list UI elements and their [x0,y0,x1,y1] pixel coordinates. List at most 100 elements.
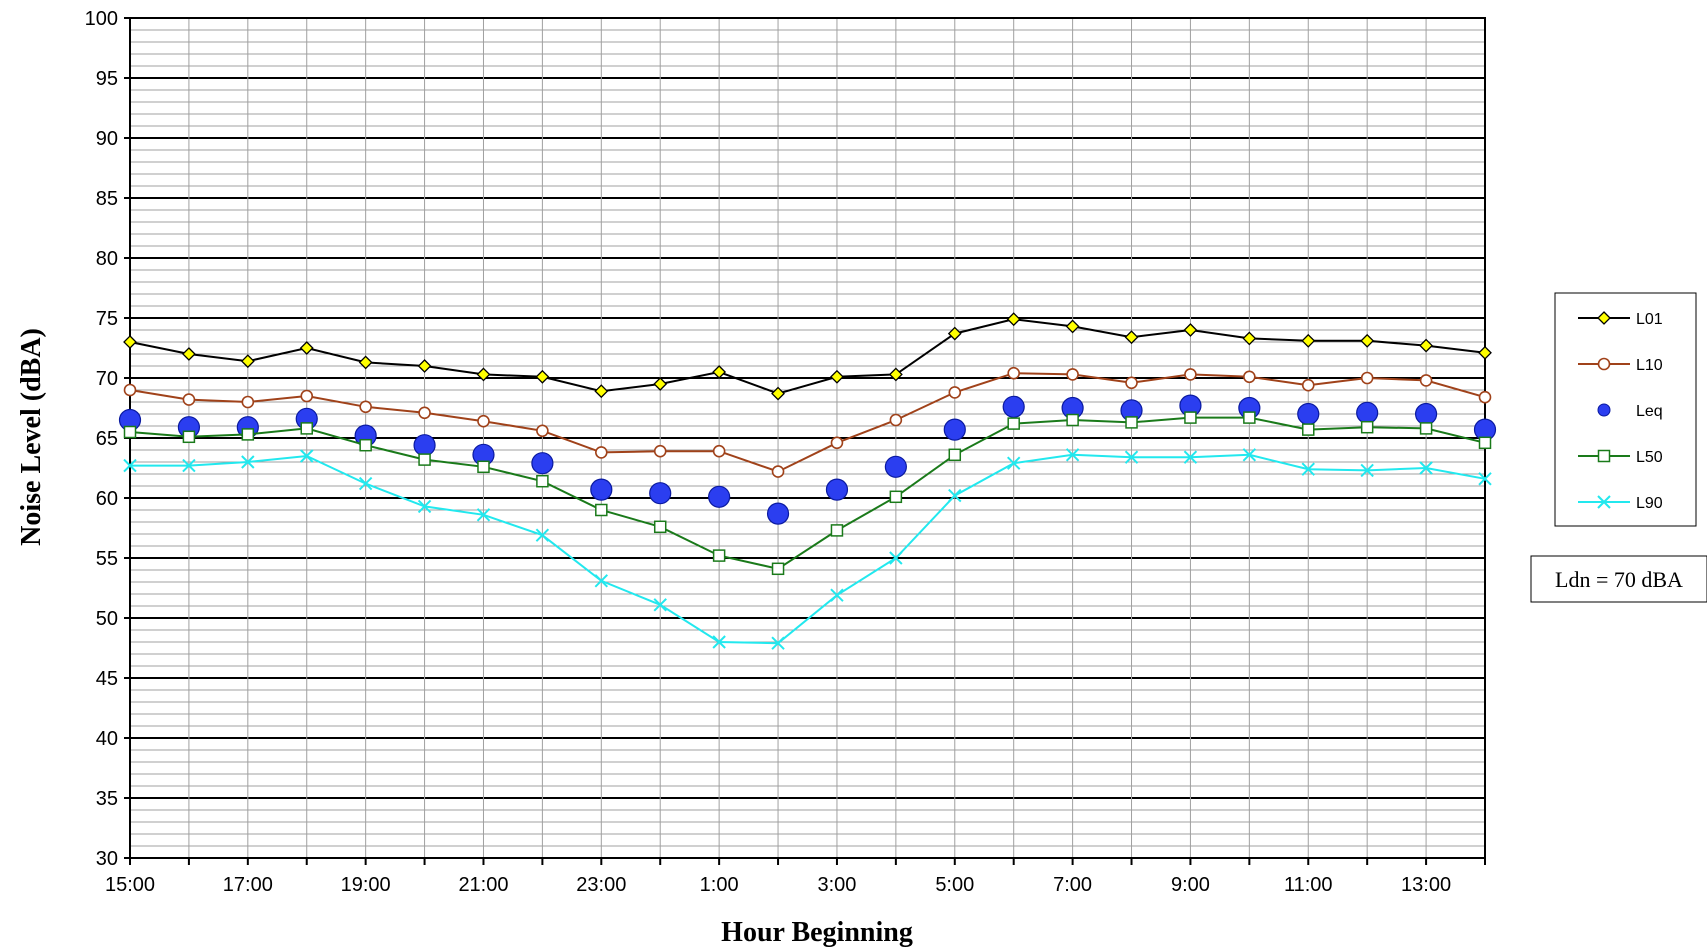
data-point-l10 [1421,375,1432,386]
series-line-l10 [130,373,1485,471]
y-tick-label: 85 [96,188,118,210]
data-point-l01 [242,355,254,367]
data-point-l01 [1302,335,1314,347]
data-point-l10 [125,385,136,396]
legend-box [1555,293,1696,526]
data-point-l50 [714,550,725,561]
x-tick-label: 23:00 [576,874,626,896]
data-point-l10 [419,407,430,418]
data-point-leq [414,435,435,456]
data-point-l10 [773,466,784,477]
y-tick-label: 95 [96,68,118,90]
x-tick-label: 3:00 [817,874,856,896]
data-point-l01 [1067,320,1079,332]
data-point-l10 [1185,369,1196,380]
series-l50 [125,412,1491,574]
data-point-l10 [1480,392,1491,403]
data-point-l10 [596,447,607,458]
ldn-label: Ldn = 70 dBA [1555,567,1683,592]
data-point-leq [1298,404,1319,425]
data-point-leq [768,503,789,524]
y-tick-label: 30 [96,848,118,870]
data-point-l50 [183,431,194,442]
legend-label-l50: L50 [1636,449,1663,466]
data-point-l01 [654,378,666,390]
data-point-l50 [1244,412,1255,423]
x-tick-label: 17:00 [223,874,273,896]
data-point-l01 [183,348,195,360]
y-tick-label: 40 [96,728,118,750]
data-point-l50 [1126,417,1137,428]
data-point-leq [591,479,612,500]
data-point-l50 [949,449,960,460]
data-point-l50 [831,525,842,536]
legend-label-l90: L90 [1636,495,1663,512]
y-tick-label: 60 [96,488,118,510]
legend-marker-l10 [1599,359,1610,370]
data-point-l01 [772,388,784,400]
data-point-l01 [536,371,548,383]
y-tick-label: 90 [96,128,118,150]
data-point-l01 [419,360,431,372]
x-tick-label: 1:00 [700,874,739,896]
data-point-l50 [890,491,901,502]
data-point-l01 [1184,324,1196,336]
y-tick-label: 65 [96,428,118,450]
data-point-l50 [478,461,489,472]
gridlines [130,18,1485,858]
data-point-leq [1357,402,1378,423]
data-point-l50 [1008,418,1019,429]
legend-marker-l50 [1599,451,1610,462]
data-point-l50 [596,505,607,516]
data-point-l10 [537,425,548,436]
series-l10 [125,368,1491,477]
x-tick-labels: 15:00 17:00 19:00 21:00 23:00 1:00 3:00 5:00 7:0… [105,874,1451,896]
data-point-l50 [1185,412,1196,423]
data-point-l50 [242,429,253,440]
x-tick-label: 13:00 [1401,874,1451,896]
y-tick-label: 100 [85,8,118,30]
data-point-l50 [360,440,371,451]
data-point-l10 [714,446,725,457]
data-point-l01 [713,366,725,378]
data-point-l10 [831,437,842,448]
data-point-l50 [1303,424,1314,435]
ldn-annotation: Ldn = 70 dBA [1531,556,1707,602]
legend-label-l01: L01 [1636,311,1663,328]
x-tick-label: 9:00 [1171,874,1210,896]
data-point-l50 [419,454,430,465]
data-point-leq [532,453,553,474]
data-point-l01 [595,385,607,397]
legend-label-leq: Leq [1636,403,1663,420]
y-tick-label: 80 [96,248,118,270]
data-point-l10 [1008,368,1019,379]
y-tick-label: 50 [96,608,118,630]
x-tick-label: 21:00 [458,874,508,896]
data-point-l01 [831,371,843,383]
data-series [120,313,1496,649]
data-point-l01 [1479,347,1491,359]
data-point-l01 [1420,340,1432,352]
data-point-leq [826,479,847,500]
data-point-l10 [1362,373,1373,384]
x-axis-title: Hour Beginning [721,917,913,948]
x-tick-label: 5:00 [935,874,974,896]
data-point-l10 [1067,369,1078,380]
data-point-l01 [360,356,372,368]
data-point-l10 [655,446,666,457]
data-point-l50 [1362,422,1373,433]
data-point-l50 [537,476,548,487]
y-tick-label: 75 [96,308,118,330]
y-tick-label: 55 [96,548,118,570]
legend-marker-leq [1598,404,1610,416]
data-point-l01 [301,342,313,354]
x-tick-label: 7:00 [1053,874,1092,896]
x-tick-label: 19:00 [341,874,391,896]
legend-label-l10: L10 [1636,357,1663,374]
data-point-l01 [1008,313,1020,325]
x-tick-label: 11:00 [1284,874,1333,896]
y-tick-label: 70 [96,368,118,390]
data-point-leq [709,486,730,507]
y-tick-labels: 30 35 40 45 50 55 60 65 70 75 80 85 90 95 100 [85,8,118,870]
